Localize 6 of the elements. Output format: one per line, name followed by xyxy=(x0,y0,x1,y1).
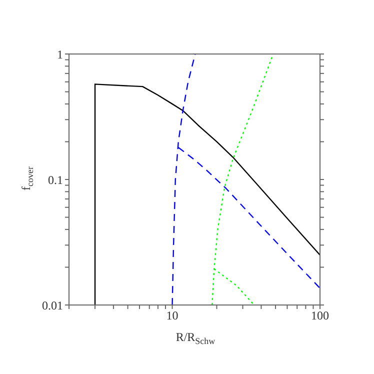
y-tick-label: 0.1 xyxy=(48,172,63,187)
y-tick-label: 0.01 xyxy=(42,298,63,312)
x-tick-label: 100 xyxy=(311,308,329,323)
x-tick-label: 10 xyxy=(166,308,178,323)
y-tick-label: 1 xyxy=(57,47,63,62)
x-axis-title: R/R$_{Schw}$ xyxy=(176,330,216,346)
